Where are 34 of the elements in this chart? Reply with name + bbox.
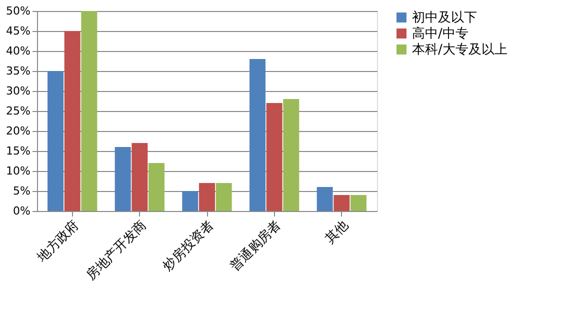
y-tick-label: 25%	[6, 104, 30, 118]
bar	[199, 183, 215, 211]
x-tick-label: 炒房投资者	[160, 217, 217, 274]
x-tick-label: 房地产开发商	[83, 217, 150, 284]
bar	[48, 71, 64, 211]
bar	[334, 195, 350, 211]
bar	[216, 183, 232, 211]
y-tick-label: 10%	[6, 164, 30, 178]
x-tick-label: 普通购房者	[226, 217, 284, 274]
y-tick-label: 45%	[6, 24, 30, 38]
x-tick-label: 其他	[322, 218, 352, 247]
y-tick-label: 35%	[6, 64, 30, 78]
bar	[81, 11, 98, 211]
x-tick-label: 地方政府	[33, 217, 82, 266]
legend-label: 高中/中专	[412, 26, 468, 42]
bar	[132, 143, 148, 211]
bar	[64, 31, 80, 211]
bar	[148, 163, 165, 211]
bar	[316, 187, 333, 211]
bar	[114, 147, 131, 211]
legend-label: 初中及以下	[412, 10, 477, 26]
bar	[182, 191, 198, 211]
y-tick-label: 15%	[6, 144, 30, 158]
bar	[283, 99, 300, 211]
legend-label: 本科/大专及以上	[412, 42, 508, 58]
y-tick-label: 0%	[13, 204, 30, 218]
y-tick-label: 30%	[6, 84, 30, 98]
y-tick-label: 20%	[6, 124, 30, 138]
y-tick-label: 40%	[6, 44, 30, 58]
y-tick-label: 5%	[13, 184, 30, 198]
bar	[350, 195, 366, 211]
bar	[249, 59, 266, 211]
bar	[266, 103, 282, 211]
y-tick-label: 50%	[6, 4, 30, 18]
